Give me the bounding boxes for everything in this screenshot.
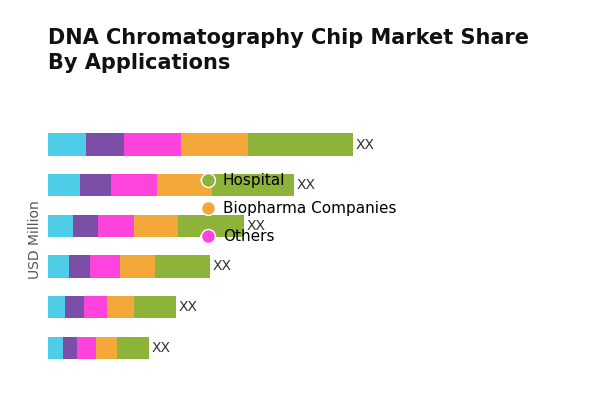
- Bar: [178, 215, 244, 237]
- Bar: [77, 336, 97, 359]
- Text: XX: XX: [296, 178, 316, 192]
- Bar: [98, 215, 134, 237]
- Bar: [65, 296, 84, 318]
- Bar: [73, 215, 98, 237]
- Bar: [248, 133, 353, 156]
- Bar: [69, 255, 90, 278]
- Bar: [212, 174, 294, 196]
- Text: XX: XX: [179, 300, 198, 314]
- Text: XX: XX: [246, 219, 265, 233]
- Bar: [134, 215, 178, 237]
- Bar: [48, 336, 63, 359]
- Bar: [84, 296, 107, 318]
- Bar: [107, 296, 134, 318]
- Bar: [118, 336, 149, 359]
- Bar: [48, 174, 80, 196]
- Bar: [157, 174, 212, 196]
- Bar: [48, 133, 86, 156]
- Bar: [48, 296, 65, 318]
- Bar: [48, 215, 73, 237]
- Bar: [63, 336, 77, 359]
- Bar: [119, 255, 155, 278]
- Bar: [80, 174, 111, 196]
- Bar: [155, 255, 210, 278]
- Bar: [181, 133, 248, 156]
- Text: XX: XX: [152, 341, 170, 355]
- Text: DNA Chromatography Chip Market Share
By Applications: DNA Chromatography Chip Market Share By …: [48, 28, 529, 73]
- Y-axis label: USD Million: USD Million: [28, 201, 43, 279]
- Bar: [97, 336, 118, 359]
- Legend: Hospital, Biopharma Companies, Others: Hospital, Biopharma Companies, Others: [194, 166, 404, 252]
- Bar: [134, 296, 176, 318]
- Text: XX: XX: [212, 260, 232, 274]
- Bar: [48, 255, 69, 278]
- Bar: [124, 133, 181, 156]
- Text: XX: XX: [356, 138, 374, 152]
- Bar: [86, 133, 124, 156]
- Bar: [111, 174, 157, 196]
- Bar: [90, 255, 119, 278]
